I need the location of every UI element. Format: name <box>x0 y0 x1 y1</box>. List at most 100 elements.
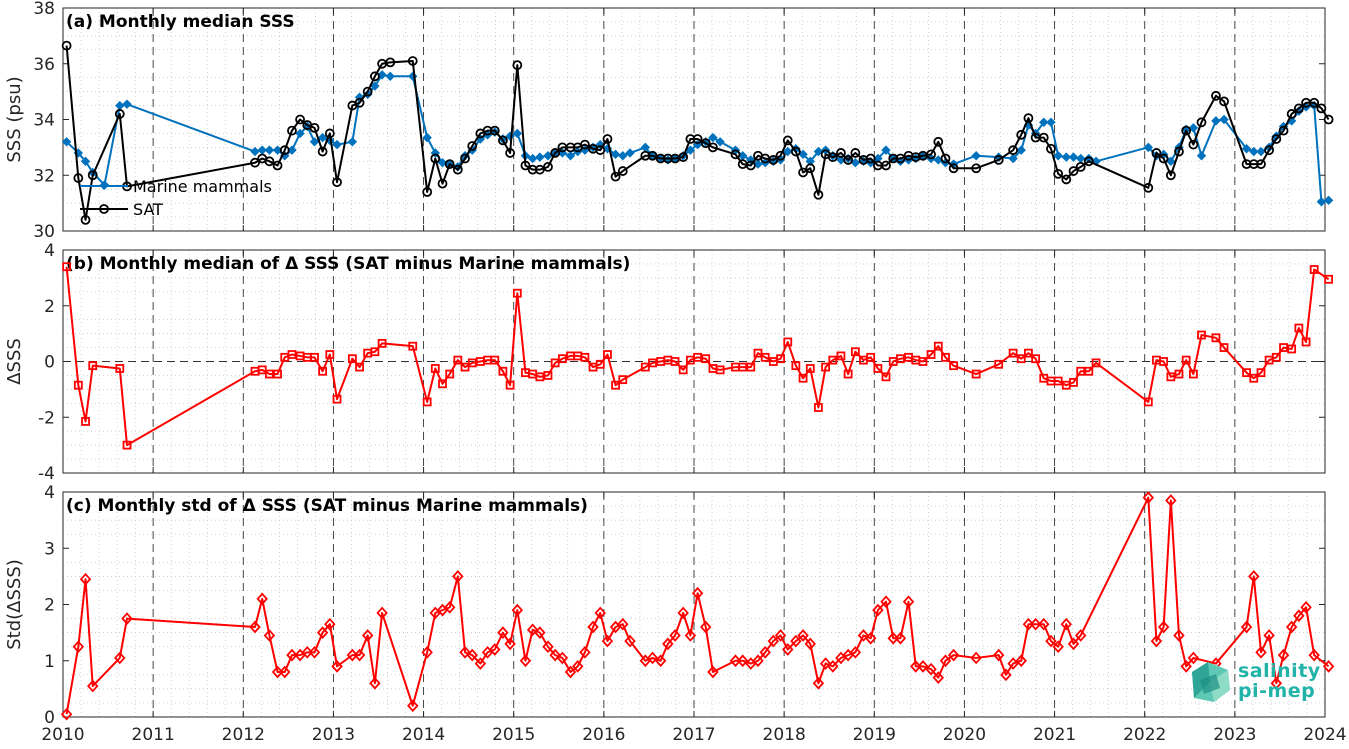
data-point <box>1084 366 1094 376</box>
data-point <box>1181 125 1192 136</box>
data-point <box>729 654 742 668</box>
data-point <box>444 159 455 170</box>
data-point <box>1196 117 1207 128</box>
data-point <box>865 153 876 164</box>
data-point <box>971 151 981 161</box>
data-point <box>1143 397 1153 407</box>
data-point <box>648 358 657 368</box>
data-point <box>691 586 704 600</box>
data-point <box>317 146 328 157</box>
data-point <box>1053 151 1063 161</box>
data-point <box>72 640 85 654</box>
data-point <box>1174 146 1184 157</box>
data-point <box>467 358 477 368</box>
data-point <box>498 366 508 376</box>
data-point <box>263 629 276 642</box>
data-point <box>701 354 711 364</box>
data-point <box>1270 676 1283 690</box>
data-point <box>812 676 825 690</box>
data-point <box>902 595 915 609</box>
data-point <box>1151 148 1162 158</box>
data-point <box>505 380 515 390</box>
data-point <box>813 189 824 200</box>
data-point <box>265 369 274 379</box>
data-point <box>933 341 943 351</box>
data-point <box>805 364 815 373</box>
data-point <box>1309 265 1319 274</box>
data-point <box>332 139 342 150</box>
y-tick-label: 3 <box>44 539 55 559</box>
data-point <box>715 365 725 375</box>
data-point <box>624 634 636 648</box>
data-point <box>1008 153 1018 164</box>
data-point <box>849 645 862 659</box>
data-point <box>550 148 561 158</box>
data-point <box>287 125 297 136</box>
data-point <box>497 135 508 146</box>
data-point <box>279 145 290 156</box>
data-point <box>1188 369 1198 379</box>
data-point <box>309 137 320 147</box>
data-point <box>895 153 906 164</box>
data-point <box>332 177 342 188</box>
series-line <box>65 45 1330 221</box>
data-point <box>1278 125 1289 136</box>
data-point <box>557 354 567 364</box>
y-tick-label: 0 <box>44 708 55 728</box>
data-point <box>797 629 809 642</box>
data-point <box>1165 494 1177 507</box>
data-point <box>783 337 793 347</box>
data-point <box>1249 146 1259 157</box>
data-point <box>1008 348 1018 358</box>
data-point <box>603 350 612 359</box>
data-point <box>993 155 1004 165</box>
data-point <box>295 114 305 125</box>
data-point <box>1075 629 1087 642</box>
data-point <box>362 86 373 97</box>
data-point <box>1000 668 1012 682</box>
data-point <box>580 139 590 150</box>
data-point <box>437 178 448 189</box>
data-point <box>452 164 463 175</box>
data-point <box>1279 343 1288 352</box>
data-point <box>1029 617 1042 631</box>
data-point <box>1061 152 1071 162</box>
data-point <box>745 160 756 171</box>
data-point <box>782 135 793 146</box>
y-tick-label: 36 <box>33 55 55 75</box>
data-point <box>610 149 621 160</box>
data-point <box>459 645 471 659</box>
data-point <box>1053 168 1064 179</box>
data-point <box>611 380 620 390</box>
data-point <box>1023 113 1034 124</box>
data-point <box>121 612 133 625</box>
data-point <box>866 352 876 362</box>
data-point <box>353 648 366 662</box>
panel-title: (a) Monthly median SSS <box>66 12 295 32</box>
data-point <box>1091 358 1101 368</box>
data-point <box>790 146 801 157</box>
data-point <box>362 89 373 100</box>
data-point <box>452 570 464 583</box>
data-point <box>369 71 380 82</box>
data-point <box>1157 620 1170 634</box>
data-point <box>678 152 689 163</box>
data-point <box>445 369 455 379</box>
data-point <box>1286 109 1297 119</box>
data-point <box>324 128 335 139</box>
data-point <box>1016 354 1026 364</box>
y-tick-label: 4 <box>44 241 55 261</box>
data-point <box>1143 182 1154 193</box>
data-point <box>925 662 937 676</box>
y-tick-label: 30 <box>33 222 55 242</box>
data-point <box>81 417 90 426</box>
data-point <box>466 648 478 662</box>
legend-marker <box>100 182 108 190</box>
data-point <box>821 362 831 372</box>
data-point <box>1173 629 1185 642</box>
data-point <box>836 148 846 158</box>
data-point <box>256 592 268 606</box>
data-point <box>354 97 365 108</box>
data-point <box>1083 156 1094 167</box>
x-tick-label: 2023 <box>1213 725 1256 745</box>
